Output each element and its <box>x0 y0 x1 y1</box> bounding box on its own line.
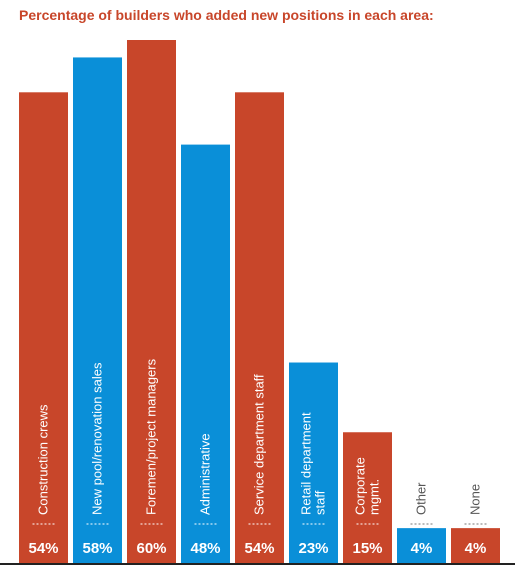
bar-8 <box>397 528 446 563</box>
category-label-6: Retail departmentstaff <box>299 412 328 515</box>
value-label-5: 54% <box>244 540 274 557</box>
bar-6 <box>289 362 338 563</box>
value-label-3: 60% <box>136 540 166 557</box>
value-label-8: 4% <box>411 540 433 557</box>
category-label-3: Foremen/project managers <box>144 358 159 515</box>
bar-1 <box>19 92 68 564</box>
chart-title: Percentage of builders who added new pos… <box>19 7 434 23</box>
value-label-9: 4% <box>465 540 487 557</box>
bar-7 <box>343 432 392 563</box>
bar-5 <box>235 92 284 564</box>
bar-9 <box>451 528 500 563</box>
category-label-9: None <box>468 484 483 515</box>
category-label-7: Corporatemgmt. <box>353 457 382 515</box>
category-label-1: Construction crews <box>36 404 51 515</box>
category-label-5: Service department staff <box>252 374 267 515</box>
value-label-4: 48% <box>190 540 220 557</box>
category-label-4: Administrative <box>198 433 213 515</box>
category-label-2: New pool/renovation sales <box>90 362 105 515</box>
value-label-2: 58% <box>82 540 112 557</box>
bar-2 <box>73 57 122 563</box>
bar-3 <box>127 40 176 563</box>
value-label-7: 15% <box>352 540 382 557</box>
value-label-6: 23% <box>298 540 328 557</box>
bar-4 <box>181 144 230 563</box>
value-label-1: 54% <box>28 540 58 557</box>
category-label-8: Other <box>414 482 429 515</box>
